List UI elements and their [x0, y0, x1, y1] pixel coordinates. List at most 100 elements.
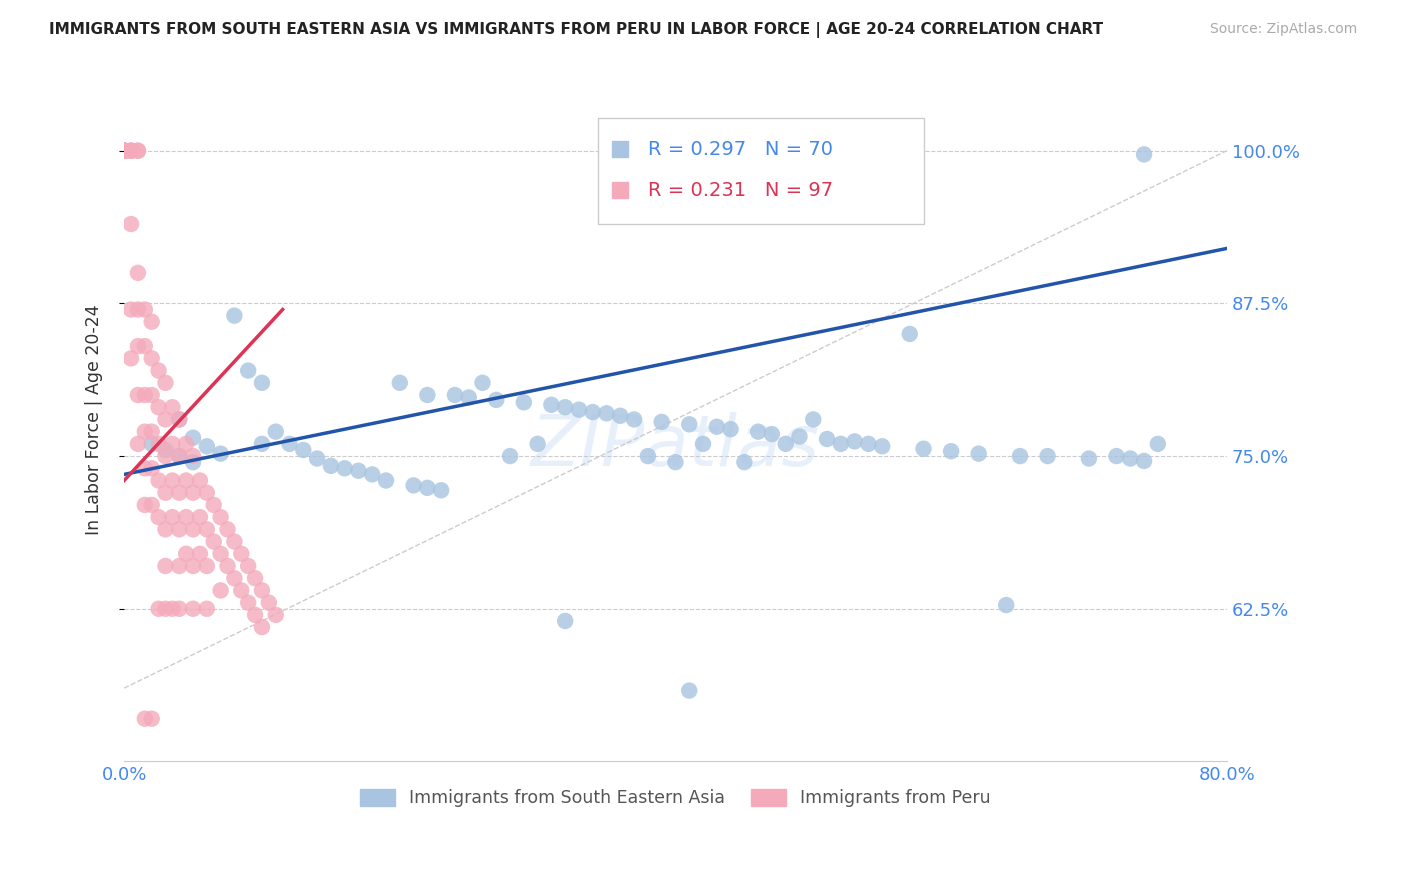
Point — [195, 439, 218, 453]
Point — [664, 455, 686, 469]
Point — [243, 607, 266, 622]
Point — [720, 422, 742, 436]
Text: Source: ZipAtlas.com: Source: ZipAtlas.com — [1209, 22, 1357, 37]
Point — [416, 388, 439, 402]
Point — [264, 425, 287, 439]
Point — [141, 315, 163, 329]
Point — [595, 406, 617, 420]
Point — [217, 559, 239, 574]
Point — [250, 376, 273, 390]
Point — [224, 571, 246, 585]
Point — [361, 467, 384, 482]
Point — [678, 417, 700, 432]
Point — [167, 412, 190, 426]
Point — [195, 522, 218, 536]
Point — [815, 432, 838, 446]
Point — [155, 485, 177, 500]
Point — [209, 510, 232, 524]
Point — [651, 415, 673, 429]
Point — [112, 144, 135, 158]
Point — [250, 437, 273, 451]
Point — [127, 339, 149, 353]
Point — [554, 401, 576, 415]
Point — [112, 144, 135, 158]
Point — [264, 607, 287, 622]
Legend: Immigrants from South Eastern Asia, Immigrants from Peru: Immigrants from South Eastern Asia, Immi… — [353, 781, 997, 814]
Point — [444, 388, 467, 402]
Point — [162, 601, 184, 615]
Point — [637, 449, 659, 463]
Point — [292, 442, 315, 457]
Point — [162, 437, 184, 451]
Point — [238, 559, 260, 574]
Point — [120, 144, 142, 158]
Point — [112, 144, 135, 158]
Point — [148, 401, 170, 415]
FancyBboxPatch shape — [599, 119, 924, 225]
Point — [347, 464, 370, 478]
Point — [333, 461, 356, 475]
Point — [167, 601, 190, 615]
Point — [692, 147, 714, 161]
Point — [188, 547, 211, 561]
Point — [167, 485, 190, 500]
Point — [231, 547, 253, 561]
Point — [623, 412, 645, 426]
Point — [134, 339, 156, 353]
Point — [148, 601, 170, 615]
Point — [181, 485, 204, 500]
Point — [167, 449, 190, 463]
Point — [830, 437, 852, 451]
Point — [761, 427, 783, 442]
Point — [319, 458, 342, 473]
Point — [167, 412, 190, 426]
Point — [141, 498, 163, 512]
Point — [181, 455, 204, 469]
Point — [912, 442, 935, 456]
Point — [224, 534, 246, 549]
Point — [134, 461, 156, 475]
Point — [167, 559, 190, 574]
Point — [238, 363, 260, 377]
Point — [457, 391, 479, 405]
Point — [155, 449, 177, 463]
Point — [162, 510, 184, 524]
Point — [995, 598, 1018, 612]
Point — [141, 425, 163, 439]
Point — [127, 437, 149, 451]
Point — [195, 601, 218, 615]
Point — [499, 449, 522, 463]
Point — [155, 522, 177, 536]
Point — [134, 498, 156, 512]
Point — [217, 522, 239, 536]
Point — [733, 455, 755, 469]
Point — [127, 144, 149, 158]
Point — [278, 437, 301, 451]
Point — [789, 429, 811, 443]
Point — [1105, 449, 1128, 463]
Point — [375, 474, 398, 488]
Point — [112, 144, 135, 158]
Point — [1133, 454, 1156, 468]
Point — [148, 363, 170, 377]
Point — [1146, 437, 1168, 451]
Point — [141, 712, 163, 726]
Point — [209, 447, 232, 461]
Point — [202, 498, 225, 512]
Point — [141, 388, 163, 402]
Point — [540, 398, 562, 412]
Point — [112, 144, 135, 158]
Point — [134, 712, 156, 726]
Point — [471, 376, 494, 390]
Point — [526, 437, 548, 451]
Point — [801, 412, 824, 426]
Point — [568, 402, 591, 417]
Point — [485, 392, 508, 407]
Point — [120, 302, 142, 317]
Point — [155, 442, 177, 457]
Point — [174, 510, 197, 524]
Text: ZIPatlas: ZIPatlas — [531, 412, 820, 482]
Point — [775, 437, 797, 451]
Point — [224, 309, 246, 323]
Point — [120, 144, 142, 158]
